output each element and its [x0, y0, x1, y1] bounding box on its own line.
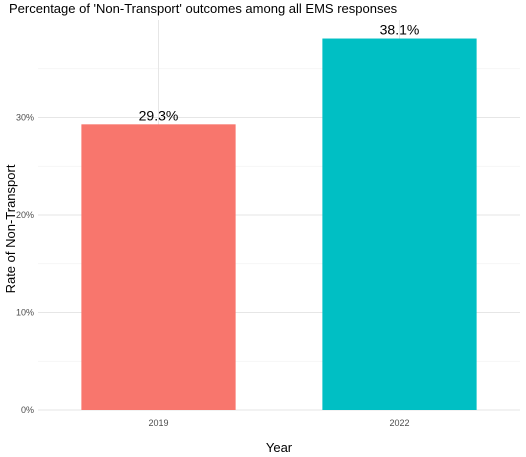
x-axis-title: Year — [266, 440, 293, 455]
chart-title: Percentage of 'Non-Transport' outcomes a… — [9, 1, 398, 16]
x-tick-label-2022: 2022 — [389, 418, 409, 428]
bar-2022 — [322, 38, 477, 411]
data-label-2022: 38.1% — [380, 22, 420, 38]
bar-2019 — [81, 124, 236, 410]
y-axis-title: Rate of Non-Transport — [3, 164, 18, 293]
data-labels: 29.3% 38.1% — [139, 22, 420, 124]
x-tick-label-2019: 2019 — [148, 418, 168, 428]
y-tick-label: 30% — [16, 113, 34, 123]
y-tick-label: 0% — [21, 405, 34, 415]
y-tick-label: 10% — [16, 308, 34, 318]
tick-labels: 2019 2022 0% 10% 20% 30% — [16, 113, 410, 429]
data-label-2019: 29.3% — [139, 107, 179, 123]
bars — [81, 38, 477, 411]
y-tick-label: 20% — [16, 210, 34, 220]
